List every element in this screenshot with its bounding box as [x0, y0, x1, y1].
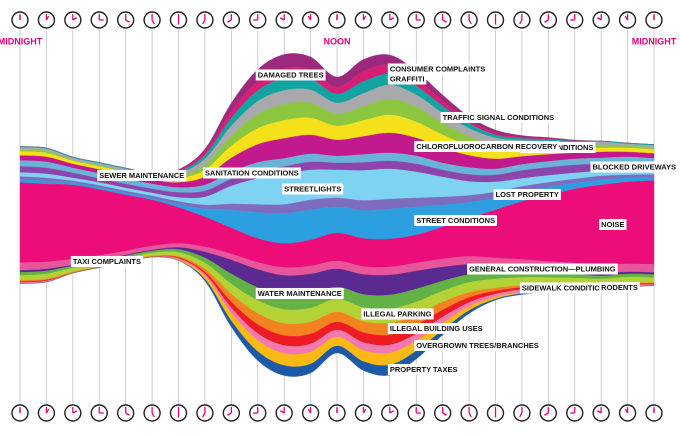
label-box [519, 282, 613, 294]
clock-hand [125, 412, 130, 416]
label-box [387, 322, 485, 334]
stream-label: STREETLIGHTS [282, 183, 344, 195]
series-name: TRAFFIC SIGNAL CONDITIONS [443, 113, 555, 122]
series-name: TAXI COMPLAINTS [73, 257, 141, 266]
clock-hand [442, 19, 447, 23]
streams [19, 53, 655, 377]
label-box [255, 287, 344, 299]
label-box [255, 69, 326, 81]
stream-label: TAXI COMPLAINTS [70, 255, 144, 267]
series-name: LOST PROPERTY [496, 190, 559, 199]
stream [19, 256, 655, 377]
series-name: ILLEGAL PARKING [363, 309, 431, 318]
clock-hand [519, 19, 523, 25]
label-box [361, 308, 434, 320]
series-name: SIDEWALK CONDITIONS [522, 283, 611, 292]
stream-label: SIDEWALK CONDITIONS [519, 282, 613, 294]
stream-label: LOST PROPERTY [493, 188, 561, 200]
label-box [493, 188, 561, 200]
stream-label: WATER MAINTENANCE [255, 287, 344, 299]
series-name: ILLEGAL BUILDING USES [390, 324, 483, 333]
stream-label: GENERAL CONSTRUCTION—PLUMBING [467, 263, 618, 275]
series-name: SEWER MAINTENANCE [99, 171, 184, 180]
label-box [387, 73, 427, 85]
series-name: SANITATION CONDITIONS [205, 168, 299, 177]
series-name: OVERGROWN TREES/BRANCHES [416, 341, 539, 350]
series-name: RODENTS [601, 283, 638, 292]
label-box [467, 263, 618, 275]
label-box [590, 161, 678, 173]
x-tick-label: MIDNIGHT [632, 36, 677, 46]
stream-label: SANITATION CONDITIONS [202, 167, 301, 179]
series-name: CHLOROFLUOROCARBON RECOVERY [416, 142, 557, 151]
series-name: STREETLIGHTS [284, 184, 341, 193]
stream-label: CONSUMER COMPLAINTS [387, 63, 488, 75]
clock-hand [468, 412, 472, 418]
stream-label: ILLEGAL BUILDING USES [387, 322, 485, 334]
label-box [440, 111, 557, 123]
stream-label: BLOCKED DRIVEWAYS [590, 161, 678, 173]
label-box [414, 140, 560, 152]
clock-hand [227, 19, 232, 23]
series-name: BLOCKED DRIVEWAYS [593, 162, 677, 171]
series-name: GENERAL CONSTRUCTION—PLUMBING [469, 264, 616, 273]
x-tick-label: NOON [324, 36, 351, 46]
stream-label: NOISE [599, 218, 627, 230]
clock-hand [442, 412, 447, 416]
stream-labels: DAMAGED TREES CONSUMER COMPLAINTSGRAFFITI… [70, 63, 678, 375]
clock-hand [151, 412, 155, 418]
label-box [414, 214, 498, 226]
stream-label: GRAFFITI [387, 73, 427, 85]
clock-hand [544, 19, 549, 23]
clock-hand [125, 19, 130, 23]
clock-hand [202, 19, 206, 25]
label-box [97, 169, 187, 181]
clock-hand [519, 412, 523, 418]
label-box [599, 218, 627, 230]
clock-hand [544, 412, 549, 416]
series-name: PROPERTY TAXES [390, 365, 458, 374]
label-box [282, 183, 344, 195]
stream-label: SEWER MAINTENANCE [97, 169, 187, 181]
clock-hand [227, 412, 232, 416]
stream-label: TRAFFIC SIGNAL CONDITIONS [440, 111, 557, 123]
series-name: CONSUMER COMPLAINTS [390, 64, 485, 73]
stream-label: RODENTS [599, 281, 640, 293]
clocks: MIDNIGHT NOON MIDNIGHT [0, 11, 677, 422]
x-tick-label: MIDNIGHT [0, 36, 43, 46]
series-name: GRAFFITI [390, 74, 425, 83]
label-box [387, 63, 488, 75]
series-name: STREET CONDITIONS [416, 216, 495, 225]
label-box [414, 339, 541, 351]
series-name: DAMAGED TREES [258, 70, 324, 79]
label-box [202, 167, 301, 179]
label-box [70, 255, 144, 267]
clock-hand [202, 412, 206, 418]
stream-label: ILLEGAL PARKING [361, 308, 434, 320]
series-name: WATER MAINTENANCE [258, 289, 342, 298]
clock-hand [151, 19, 155, 25]
series-name: NOISE [601, 220, 624, 229]
stream-label: PROPERTY TAXES [387, 363, 460, 375]
label-box [599, 281, 640, 293]
label-box [387, 363, 460, 375]
clock-hand [468, 19, 472, 25]
stream-label: STREET CONDITIONS [414, 214, 498, 226]
stream-label: OVERGROWN TREES/BRANCHES [414, 339, 541, 351]
stream-label: DAMAGED TREES [255, 69, 326, 81]
stream-label: CHLOROFLUOROCARBON RECOVERY [414, 140, 560, 152]
